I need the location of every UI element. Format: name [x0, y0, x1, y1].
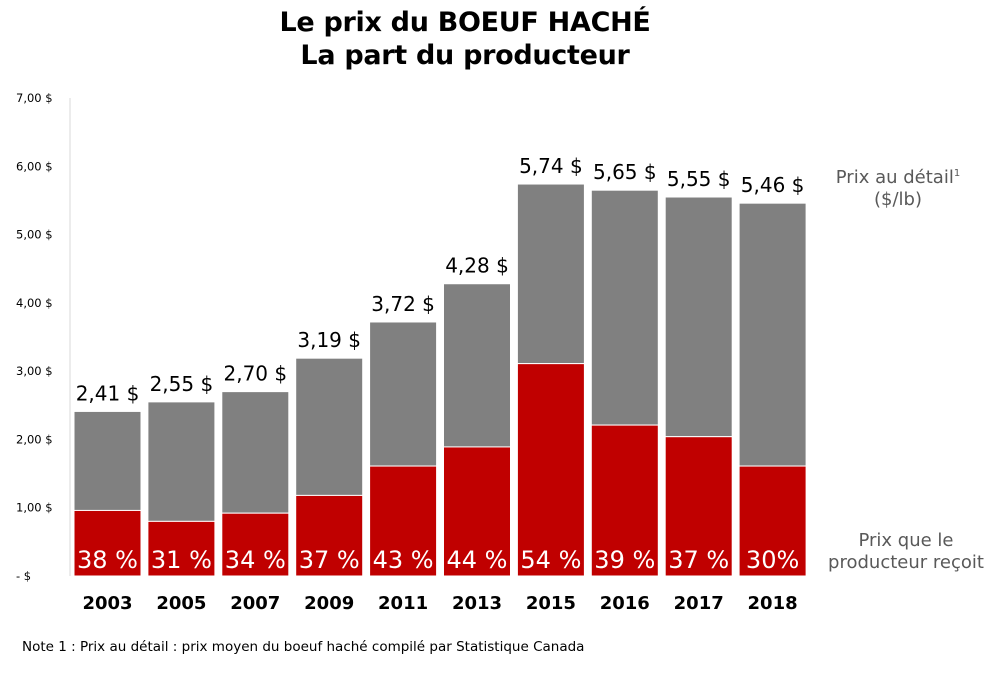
producer-bar — [738, 465, 807, 577]
retail-price-label: Prix au détail1 ($/lb) — [828, 163, 968, 211]
y-tick-label: 7,00 $ — [16, 91, 53, 105]
retail-price-label-text: Prix au détail — [835, 167, 954, 188]
producer-bar — [443, 446, 511, 577]
x-tick-label: 2011 — [378, 593, 428, 614]
producer-share-label: 30% — [746, 546, 799, 574]
total-value-label: 2,41 $ — [76, 381, 140, 405]
producer-share-label: 37 % — [668, 546, 729, 574]
x-tick-label: 2005 — [156, 593, 206, 614]
footnote: Note 1 : Prix au détail : prix moyen du … — [22, 639, 585, 655]
y-tick-label: 5,00 $ — [16, 228, 53, 242]
producer-share-label: 37 % — [299, 546, 360, 574]
producer-share-label: 39 % — [594, 546, 655, 574]
y-tick-label: - $ — [16, 569, 31, 583]
retail-bar — [516, 183, 585, 365]
producer-bar — [221, 512, 290, 577]
total-value-label: 3,19 $ — [297, 328, 361, 352]
y-tick-label: 1,00 $ — [16, 501, 53, 515]
retail-bar — [295, 357, 364, 496]
total-value-label: 2,70 $ — [223, 362, 287, 386]
retail-bar — [369, 321, 438, 467]
total-value-label: 5,65 $ — [593, 160, 657, 184]
retail-bar — [147, 401, 216, 522]
producer-share-label: 38 % — [77, 546, 138, 574]
producer-bar — [664, 436, 733, 577]
retail-bar — [221, 391, 290, 514]
x-tick-label: 2007 — [230, 593, 280, 614]
retail-price-unit: ($/lb) — [874, 189, 922, 210]
producer-share-label: 44 % — [447, 546, 508, 574]
producer-bar — [295, 494, 364, 577]
retail-bar — [664, 196, 733, 438]
x-tick-label: 2017 — [674, 593, 724, 614]
x-tick-label: 2009 — [304, 593, 354, 614]
x-tick-label: 2003 — [82, 593, 132, 614]
footnote-marker: 1 — [953, 168, 961, 179]
total-value-label: 5,74 $ — [519, 154, 583, 178]
x-tick-label: 2013 — [452, 593, 502, 614]
producer-bar — [73, 509, 142, 577]
producer-share-label: 34 % — [225, 546, 286, 574]
chart-subtitle: La part du producteur — [300, 40, 630, 71]
producer-label-line2: producteur reçoit — [828, 552, 984, 573]
x-tick-label: 2018 — [748, 593, 798, 614]
producer-bar — [369, 465, 438, 577]
retail-bar — [73, 410, 142, 511]
y-tick-label: 3,00 $ — [16, 364, 53, 378]
producer-label-line1: Prix que le — [858, 530, 954, 551]
producer-bar — [590, 424, 659, 577]
total-value-label: 2,55 $ — [150, 372, 214, 396]
y-tick-label: 4,00 $ — [16, 296, 53, 310]
total-value-label: 5,55 $ — [667, 167, 731, 191]
producer-price-label: Prix que le producteur reçoit — [826, 530, 986, 574]
producer-share-label: 54 % — [520, 546, 581, 574]
producer-share-label: 31 % — [151, 546, 212, 574]
total-value-label: 5,46 $ — [741, 173, 805, 197]
producer-bar — [147, 520, 216, 577]
x-tick-label: 2015 — [526, 593, 576, 614]
retail-bar — [738, 202, 807, 467]
retail-bar — [590, 189, 659, 426]
y-tick-label: 6,00 $ — [16, 159, 53, 173]
chart-title: Le prix du BOEUF HACHÉ — [279, 7, 651, 38]
total-value-label: 3,72 $ — [371, 292, 435, 316]
total-value-label: 4,28 $ — [445, 254, 509, 278]
x-tick-label: 2016 — [600, 593, 650, 614]
producer-share-label: 43 % — [373, 546, 434, 574]
producer-bar — [516, 363, 585, 577]
y-tick-label: 2,00 $ — [16, 432, 53, 446]
retail-bar — [443, 283, 511, 448]
